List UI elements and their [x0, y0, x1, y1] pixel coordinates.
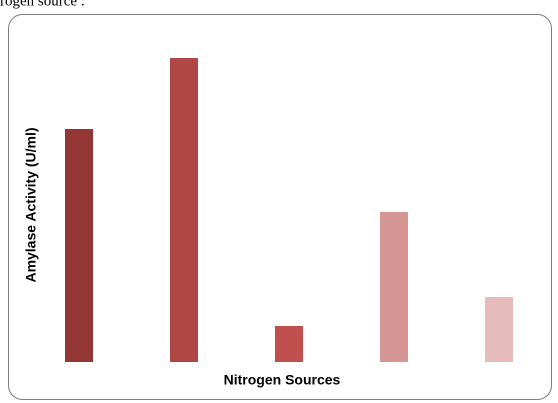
caption: rogen source : — [0, 0, 85, 9]
bar — [170, 58, 198, 362]
bar — [65, 129, 93, 362]
bar — [275, 326, 303, 362]
bar — [380, 212, 408, 362]
chart-frame — [8, 14, 552, 400]
y-axis-title: Amylase Activity (U/ml) — [23, 127, 39, 282]
bar — [485, 297, 513, 362]
x-axis-title: Nitrogen Sources — [224, 372, 341, 388]
